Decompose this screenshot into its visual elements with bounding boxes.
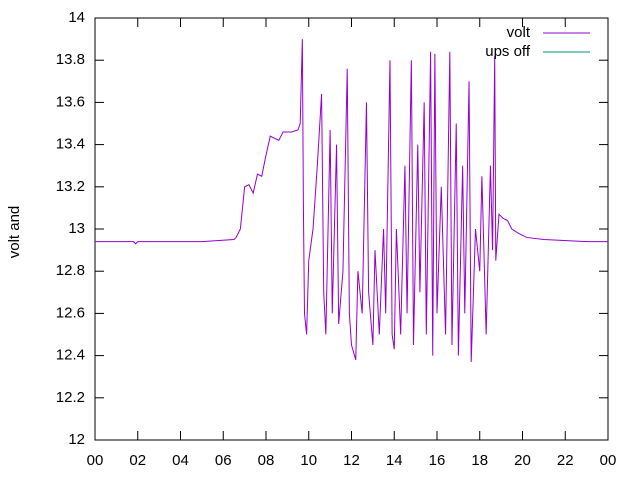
x-tick-label: 10 xyxy=(300,452,317,469)
y-tick-label: 13.6 xyxy=(56,93,85,110)
x-tick-label: 02 xyxy=(129,452,146,469)
x-tick-label: 20 xyxy=(514,452,531,469)
x-tick-label: 16 xyxy=(429,452,446,469)
legend-label: ups off xyxy=(485,43,531,60)
x-tick-label: 00 xyxy=(600,452,617,469)
x-tick-label: 00 xyxy=(87,452,104,469)
y-tick-label: 13.8 xyxy=(56,51,85,68)
y-tick-label: 12.8 xyxy=(56,262,85,279)
y-tick-label: 13 xyxy=(68,220,85,237)
y-tick-label: 12.6 xyxy=(56,304,85,321)
x-tick-label: 12 xyxy=(343,452,360,469)
x-tick-label: 04 xyxy=(172,452,189,469)
x-tick-label: 18 xyxy=(471,452,488,469)
x-tick-label: 08 xyxy=(258,452,275,469)
y-tick-label: 14 xyxy=(68,9,85,26)
y-tick-label: 12.4 xyxy=(56,347,85,364)
y-tick-label: 12 xyxy=(68,431,85,448)
y-tick-label: 12.2 xyxy=(56,389,85,406)
legend-label: volt xyxy=(507,24,531,41)
y-tick-label: 13.4 xyxy=(56,136,85,153)
x-tick-label: 14 xyxy=(386,452,403,469)
x-tick-label: 22 xyxy=(557,452,574,469)
data-line xyxy=(95,39,608,362)
x-tick-label: 06 xyxy=(215,452,232,469)
y-tick-label: 13.2 xyxy=(56,178,85,195)
y-axis-label: volt and xyxy=(6,206,23,259)
